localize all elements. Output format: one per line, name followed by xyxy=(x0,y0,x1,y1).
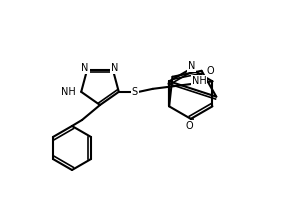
Text: N: N xyxy=(111,63,118,73)
Text: NH: NH xyxy=(61,87,76,97)
Text: N: N xyxy=(188,61,196,71)
Text: O: O xyxy=(186,121,194,131)
Text: NH: NH xyxy=(192,76,206,86)
Text: N: N xyxy=(82,63,89,73)
Text: O: O xyxy=(207,66,214,76)
Text: S: S xyxy=(132,87,138,97)
